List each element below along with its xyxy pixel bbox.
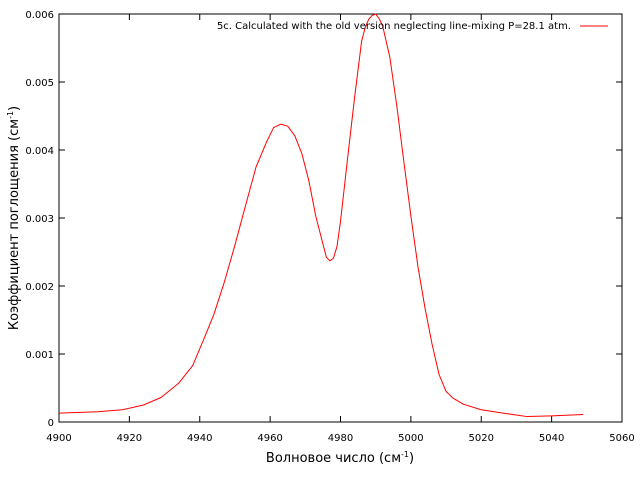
y-tick-label: 0.004 (25, 146, 54, 157)
x-axis-title: Волновое число (см-1) (266, 450, 414, 466)
x-tick-label: 4980 (328, 433, 353, 444)
legend-label: 5c. Calculated with the old version negl… (217, 21, 571, 32)
series-layer (58, 13, 584, 418)
y-tick-label: 0.006 (25, 10, 54, 21)
y-tick-label: 0.005 (25, 78, 54, 89)
x-tick-label: 5040 (539, 433, 564, 444)
y-tick-label: 0.001 (25, 350, 54, 361)
y-axis-title-tail: ) (7, 106, 22, 111)
y-axis-title-sup: -1 (6, 111, 15, 119)
x-axis-title-main: Волновое число (см (266, 451, 401, 466)
x-axis-title-sup: -1 (401, 450, 409, 459)
x-tick-label: 5020 (469, 433, 494, 444)
series-line (58, 13, 584, 418)
x-tick-label: 4920 (117, 433, 142, 444)
x-tick-label: 4940 (187, 433, 212, 444)
x-tick-label: 5000 (398, 433, 423, 444)
y-axis-title-main: Коэффициент поглощения (см (7, 119, 22, 330)
y-tick-label: 0.002 (25, 282, 54, 293)
x-axis-title-tail: ) (409, 451, 414, 466)
y-tick-label: 0.003 (25, 214, 54, 225)
x-tick-label: 5060 (609, 433, 634, 444)
y-tick-label: 0 (48, 418, 54, 429)
y-axis-title: Коэффициент поглощения (см-1) (6, 106, 22, 330)
axis-ticks: 4900 4920 4940 4960 4980 5000 5020 5040 5060 0 0.0… (25, 10, 634, 444)
x-tick-label: 4900 (46, 433, 71, 444)
x-tick-label: 4960 (257, 433, 282, 444)
legend: 5c. Calculated with the old version negl… (217, 21, 608, 32)
